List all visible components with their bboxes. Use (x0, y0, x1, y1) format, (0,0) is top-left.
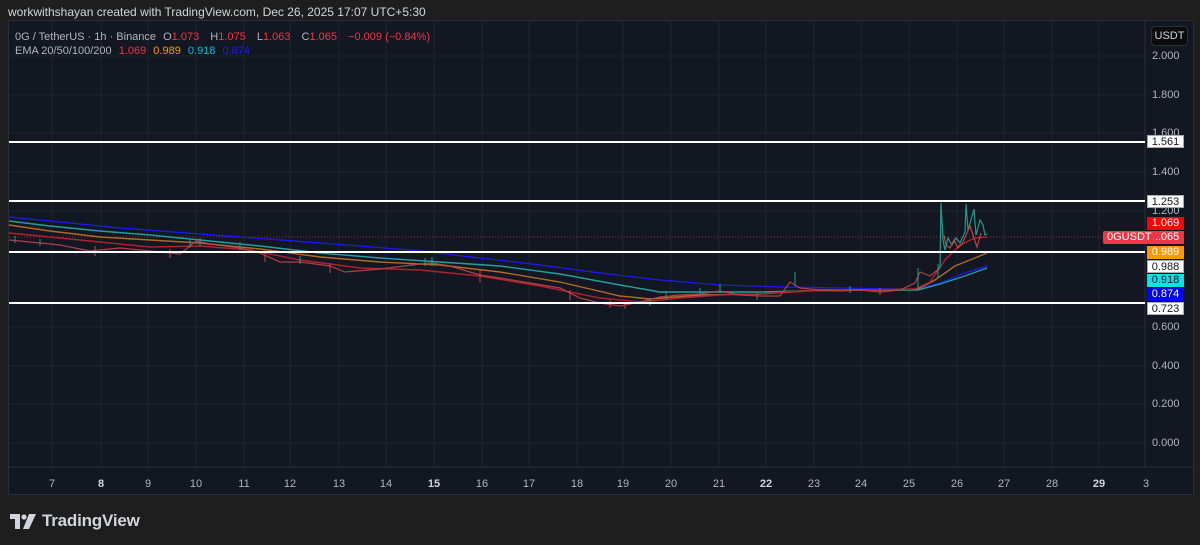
x-tick: 14 (379, 478, 393, 490)
ema20-value: 1.069 (118, 45, 147, 57)
x-tick: 27 (997, 478, 1011, 490)
x-tick: 15 (427, 478, 441, 490)
x-tick: 21 (712, 478, 726, 490)
currency-button[interactable]: USDT (1151, 26, 1188, 46)
brand-name: TradingView (42, 511, 140, 530)
price-tag-level: 0.723 (1147, 302, 1184, 315)
close-label: C (301, 31, 310, 43)
high-value: 1.075 (218, 31, 246, 43)
ema50-line (8, 224, 988, 300)
change-value: −0.009 (−0.84%) (348, 31, 431, 43)
price-tag-ema100: 0.918 (1147, 274, 1184, 287)
price-tag-ema200: 0.874 (1147, 288, 1184, 301)
price-tag-last: 1.065 (1147, 231, 1184, 244)
x-tick: 30 (1143, 478, 1149, 490)
x-tick: 23 (807, 478, 821, 490)
x-tick: 7 (48, 478, 56, 490)
x-tick: 17 (522, 478, 536, 490)
ohlc-row: 0G / TetherUS · 1h · Binance O1.073 H1.0… (15, 30, 434, 44)
tradingview-logo[interactable]: TradingView (10, 511, 140, 531)
ema100-line (8, 220, 988, 293)
ema-row: EMA 20/50/100/200 1.069 0.989 0.918 0.87… (15, 44, 434, 58)
close-value: 1.065 (309, 31, 338, 43)
high-label: H (210, 31, 219, 43)
x-tick: 12 (283, 478, 297, 490)
y-tick: 2.000 (1152, 50, 1180, 62)
y-tick: 0.200 (1152, 398, 1180, 410)
x-tick: 18 (570, 478, 584, 490)
y-tick: 1.200 (1152, 205, 1180, 217)
low-value: 1.063 (262, 31, 291, 43)
price-tag-ema50: 0.989 (1147, 246, 1184, 259)
ema20-line (8, 232, 988, 303)
ema100-value: 0.918 (187, 45, 216, 57)
chart-pane[interactable] (8, 20, 1194, 495)
vertical-grid (51, 21, 1100, 467)
attribution-text: workwithshayan created with TradingView.… (8, 5, 426, 19)
open-label: O (163, 31, 172, 43)
x-tick: 16 (475, 478, 489, 490)
y-tick: 0.400 (1152, 360, 1180, 372)
price-tag-level: 0.988 (1147, 260, 1184, 273)
x-tick: 19 (616, 478, 630, 490)
price-tag-level: 1.561 (1147, 135, 1184, 148)
y-tick: 0.000 (1152, 437, 1180, 449)
x-tick: 10 (189, 478, 203, 490)
x-tick: 20 (664, 478, 678, 490)
chart-legend: 0G / TetherUS · 1h · Binance O1.073 H1.0… (15, 30, 434, 58)
x-tick: 28 (1045, 478, 1059, 490)
y-tick: 1.800 (1152, 89, 1180, 101)
tradingview-logo-icon (10, 513, 36, 529)
price-tag-level: 1.253 (1147, 195, 1184, 208)
x-tick: 9 (144, 478, 152, 490)
ema-indicator-label[interactable]: EMA 20/50/100/200 (15, 45, 112, 57)
price-tag-ema20: 1.069 (1147, 217, 1184, 230)
symbol-label[interactable]: 0G / TetherUS · 1h · Binance (15, 31, 157, 43)
symbol-price-tag: 0GUSDT (1103, 231, 1156, 244)
low-label: L (256, 31, 263, 43)
x-tick: 29 (1092, 478, 1106, 490)
x-tick: 8 (97, 478, 105, 490)
x-tick: 25 (902, 478, 916, 490)
x-tick: 11 (238, 478, 250, 490)
ema50-value: 0.989 (153, 45, 181, 57)
x-tick: 13 (332, 478, 346, 490)
ema200-value: 0.874 (222, 45, 251, 57)
x-tick: 24 (854, 478, 868, 490)
level-lines (9, 141, 1145, 304)
x-tick: 22 (759, 478, 773, 490)
y-tick: 1.400 (1152, 166, 1180, 178)
y-tick: 0.600 (1152, 321, 1180, 333)
x-tick: 26 (950, 478, 964, 490)
candles (8, 202, 988, 309)
open-value: 1.073 (171, 31, 200, 43)
